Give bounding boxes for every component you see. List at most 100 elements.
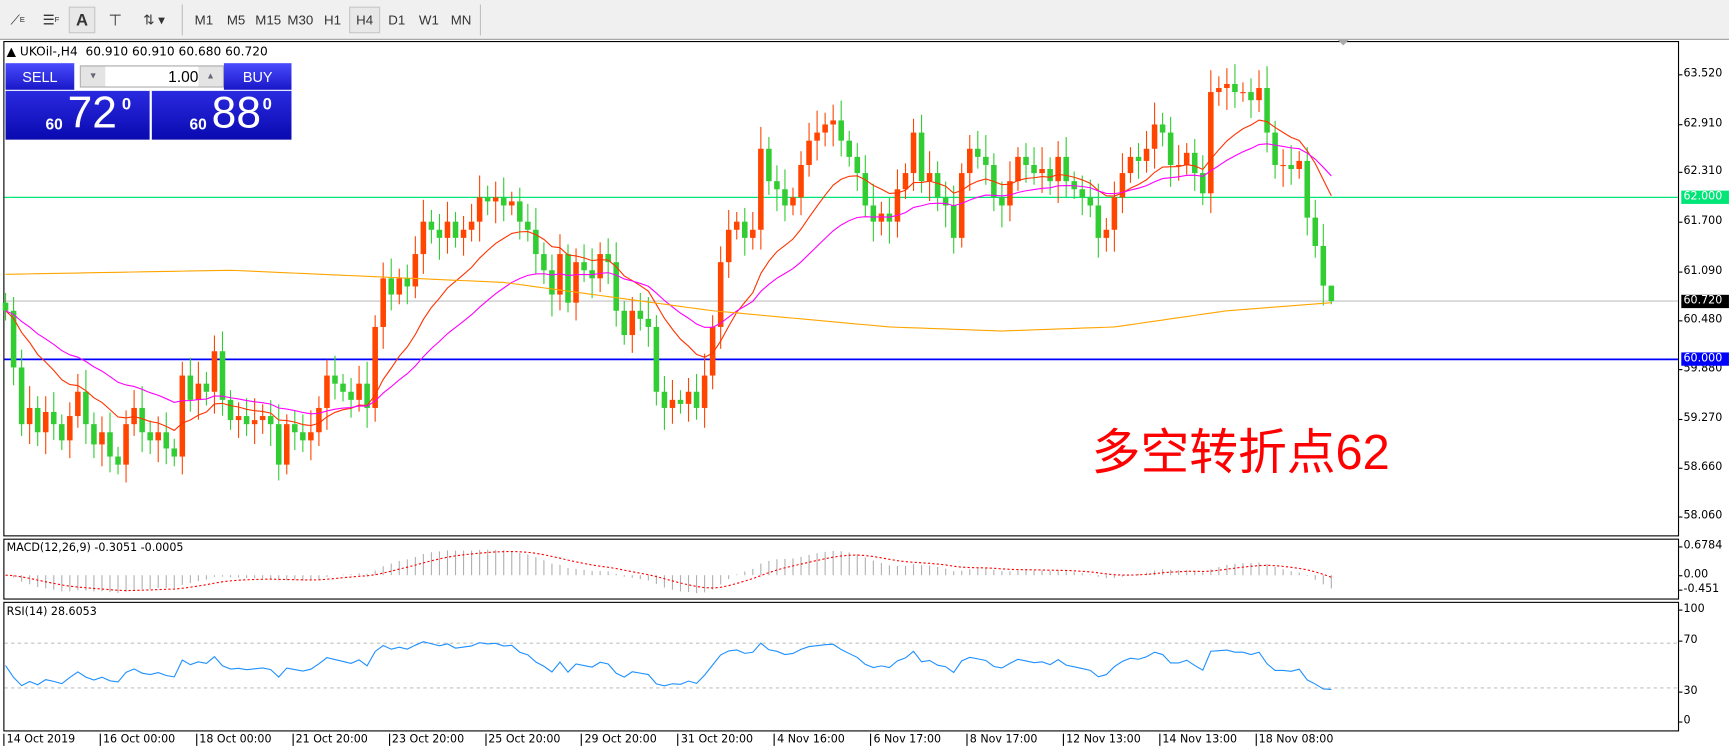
volume-increase-button[interactable]: ▲ [198,66,223,87]
rsi-axis: 100 70 30 0 [1678,602,1729,732]
timeframe-w1-button[interactable]: W1 [418,12,439,28]
annotation-text[interactable]: 多空转折点62 [1091,425,1390,480]
candle-body [412,254,419,287]
candle-body [50,412,57,425]
timeframe-h4-button[interactable]: H4 [349,6,381,34]
sell-price-prefix: 60 [45,115,63,133]
candle-body [918,132,925,182]
candle-body [975,148,981,157]
buy-price[interactable]: 60 88 0 [151,89,292,140]
price-axis[interactable]: 63.520 62.910 62.310 61.700 61.090 60.480 59.8… [1679,41,1729,536]
candle-body [1248,92,1254,101]
buy-price-prefix: 60 [189,115,207,133]
timeframe-m5-button[interactable]: M5 [226,12,246,28]
collapse-arrow-icon[interactable]: ▲ [6,44,17,59]
candle-body [227,399,234,421]
candle-body [179,375,186,457]
sell-button[interactable]: SELL [5,63,75,90]
candle-body [750,229,756,238]
candle-body [1007,181,1013,206]
candle-body [275,424,282,465]
candle-body [171,448,178,457]
timeframe-d1-button[interactable]: D1 [388,12,406,28]
timeframe-m30-button[interactable]: M30 [287,12,314,28]
candle-body [549,270,555,295]
price-tick: 60.480 [1679,313,1723,327]
timeframe-m15-button[interactable]: M15 [255,12,282,28]
candle-body [452,221,459,238]
candle-body [1135,156,1142,161]
candle-body [1296,160,1302,170]
time-axis: 14 Oct 2019 16 Oct 00:00 18 Oct 00:00 21 Oc… [0,731,1679,750]
text-label-t-icon[interactable]: ⊤ [108,10,123,29]
candle-body [838,120,844,141]
candle-body [822,124,828,133]
candle-body [1103,229,1110,238]
candle-body [1191,152,1198,174]
sell-price[interactable]: 60 72 0 [5,89,150,140]
sell-price-point: 0 [121,95,132,115]
candle-body [1095,205,1102,238]
text-a-icon[interactable]: A [68,6,96,34]
candle-body [1031,164,1037,174]
candle-body [573,262,579,303]
candle-body [1216,88,1222,93]
candle-body [999,197,1005,206]
timeframe-h1-button[interactable]: H1 [323,12,341,28]
buy-button[interactable]: BUY [223,63,292,90]
candle-body [637,310,644,319]
volume-stepper[interactable]: ▼ ▲ [79,65,224,88]
candle-body [621,310,628,336]
candle-body [1143,148,1150,161]
candle-body [155,432,161,441]
arrows-icon[interactable]: ⇅ ▾ [143,12,165,28]
candle-body [163,432,170,449]
candle-body [243,416,250,425]
time-tick: 12 Nov 13:00 [1062,733,1141,746]
macd-tick: -0.451 [1679,582,1720,596]
volume-input[interactable] [107,66,199,87]
rsi-panel[interactable] [3,601,1680,732]
candle-body [661,391,668,408]
candle-body [669,399,676,408]
ma-fast-line [5,119,1332,432]
candle-body [107,432,113,457]
candle-body [1304,160,1311,218]
candle-body [870,205,877,222]
fibonacci-f-icon[interactable]: ☰ F [42,12,60,28]
candle-body [436,229,443,238]
toolbar: ⟋ E ☰ F A ⊤ ⇅ ▾ M1 M5 M15 M30 H1 H4 D1 W1 MN [0,0,1729,40]
rsi-label: RSI(14) 28.6053 [6,606,97,619]
timeframe-mn-button[interactable]: MN [450,12,472,28]
candle-body [983,156,989,165]
level-tag[interactable]: 62.000 [1681,190,1729,205]
candle-body [525,221,531,230]
candle-body [83,391,89,425]
candle-body [1272,132,1278,165]
time-tick: 23 Oct 20:00 [388,733,464,746]
candle-body [18,367,25,425]
candle-body [1055,156,1061,182]
candle-body [75,391,81,417]
candle-body [766,148,772,182]
crosshair-e-icon[interactable]: ⟋ E [10,11,25,28]
candle-body [1183,152,1190,165]
candle-body [348,391,354,400]
candle-body [685,391,692,404]
candle-body [958,173,965,238]
candle-body [1328,285,1335,302]
candle-body [115,456,121,465]
candle-body [605,254,611,263]
candle-body [934,173,941,198]
time-tick: 18 Oct 00:00 [195,733,272,746]
timeframe-m1-button[interactable]: M1 [194,12,214,28]
price-tick: 63.520 [1679,67,1723,80]
candle-body [147,432,153,441]
candle-body [292,424,298,433]
level-tag[interactable]: 60.000 [1681,352,1729,366]
time-tick: 21 Oct 20:00 [292,733,368,746]
shift-marker-icon[interactable] [1337,39,1349,46]
candle-body [316,407,322,433]
volume-decrease-button[interactable]: ▼ [80,66,106,87]
